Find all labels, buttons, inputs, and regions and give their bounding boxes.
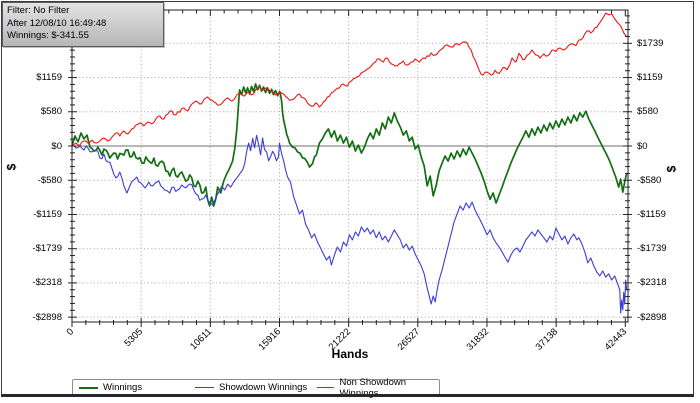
legend-label-winnings: Winnings	[103, 382, 143, 393]
y-axis-title-left: $	[4, 163, 19, 171]
legend-label-non-showdown-winnings: Non Showdown Winnings	[339, 376, 407, 399]
y-tick-label-left: -$2318	[32, 277, 62, 289]
y-tick-label-right: -$2318	[637, 277, 667, 289]
legend-item-showdown-winnings: Showdown Winnings	[195, 380, 307, 395]
tooltip-winnings-line: Winnings: $-341.55	[7, 30, 89, 41]
filter-info-tooltip: Filter: No Filter After 12/08/10 16:49:4…	[2, 2, 164, 47]
y-tick-label-left: -$1739	[32, 243, 62, 255]
y-tick-label-right: -$2898	[637, 311, 667, 323]
y-tick-label-right: $0	[637, 140, 648, 152]
y-tick-label-left: $580	[40, 106, 62, 118]
x-axis-title: Hands	[331, 347, 369, 361]
y-tick-label-left: -$2898	[32, 311, 62, 323]
y-tick-label-right: $1739	[637, 37, 664, 49]
tooltip-after-line: After 12/08/10 16:49:48	[7, 17, 107, 29]
y-tick-label-right: $580	[637, 106, 659, 118]
legend-label-showdown-winnings: Showdown Winnings	[219, 382, 308, 393]
chart-legend: Winnings Showdown Winnings Non Showdown …	[72, 377, 440, 399]
winnings-line-swatch	[79, 386, 98, 389]
showdown-winnings-line-swatch	[195, 387, 214, 388]
non-showdown-winnings-line-swatch	[317, 387, 335, 388]
legend-item-winnings: Winnings	[79, 380, 142, 395]
tooltip-filter-line: Filter: No Filter	[7, 5, 70, 16]
y-axis-title-right: $	[664, 165, 679, 173]
y-tick-label-left: -$580	[37, 174, 62, 186]
y-tick-label-right: $1159	[637, 72, 663, 84]
y-tick-label-left: $0	[51, 140, 62, 152]
y-tick-label-right: -$1159	[637, 208, 666, 220]
legend-item-non-showdown-winnings: Non Showdown Winnings	[317, 377, 439, 399]
y-tick-label-left: $1159	[36, 72, 62, 84]
y-tick-label-left: -$1159	[33, 208, 62, 220]
y-tick-label-right: -$1739	[637, 243, 667, 255]
y-tick-label-right: -$580	[637, 174, 662, 186]
